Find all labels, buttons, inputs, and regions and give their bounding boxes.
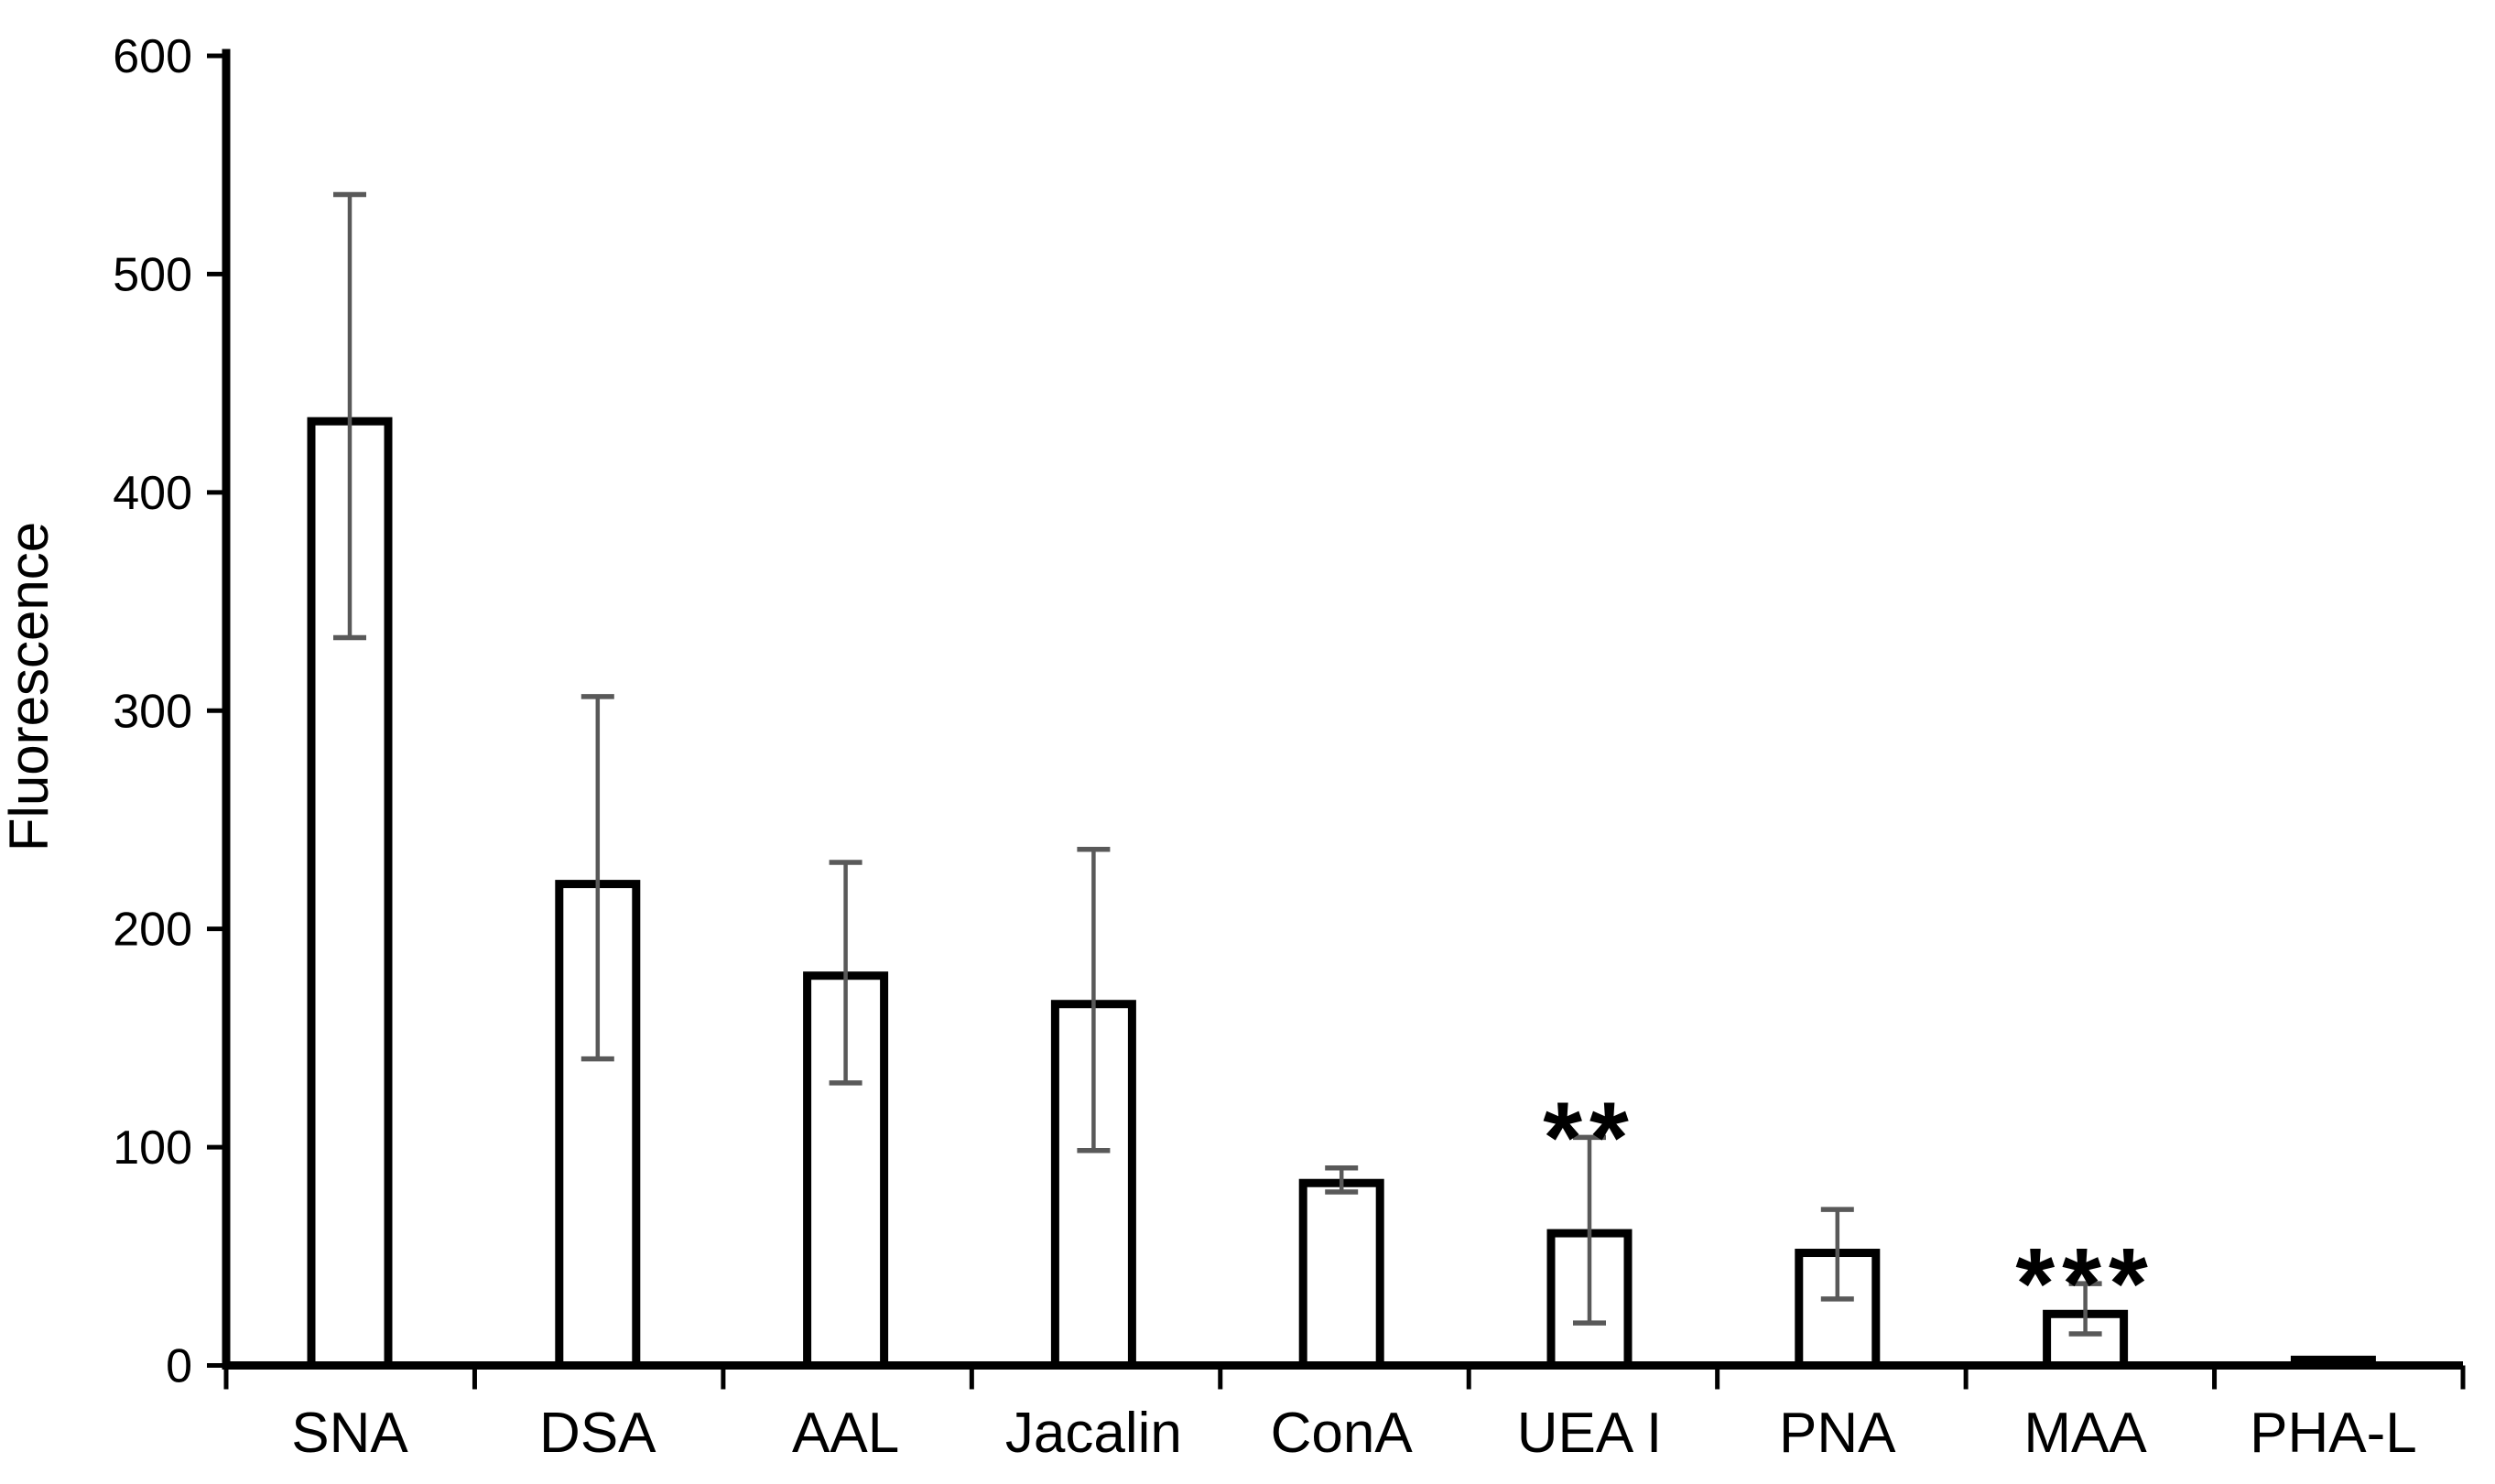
y-tick-label: 600 — [113, 30, 192, 83]
y-tick-label: 100 — [113, 1121, 192, 1175]
y-tick-label: 300 — [113, 685, 192, 738]
y-tick-label: 200 — [113, 904, 192, 957]
bar-maa — [2043, 1309, 2129, 1370]
bar-cona — [1298, 1178, 1384, 1370]
y-tick-label: 0 — [166, 1340, 192, 1393]
x-label-pna: PNA — [1779, 1402, 1896, 1465]
x-label-aal: AAL — [792, 1402, 899, 1465]
x-label-jacalin: Jacalin — [1005, 1402, 1182, 1465]
x-label-sna: SNA — [291, 1402, 408, 1465]
x-label-maa: MAA — [2023, 1402, 2147, 1465]
significance-annotation: *** — [2015, 1228, 2154, 1340]
y-tick-label: 500 — [113, 248, 192, 301]
x-label-cona: ConA — [1271, 1402, 1414, 1465]
x-label-uea-i: UEA I — [1517, 1402, 1663, 1465]
x-label-pha-l: PHA-L — [2250, 1402, 2417, 1465]
significance-annotation: ** — [1543, 1081, 1636, 1194]
y-tick-label: 400 — [113, 467, 192, 520]
y-axis-title: Fluorescence — [0, 522, 60, 851]
bar-pha-l — [2290, 1355, 2376, 1370]
x-label-dsa: DSA — [539, 1402, 656, 1465]
